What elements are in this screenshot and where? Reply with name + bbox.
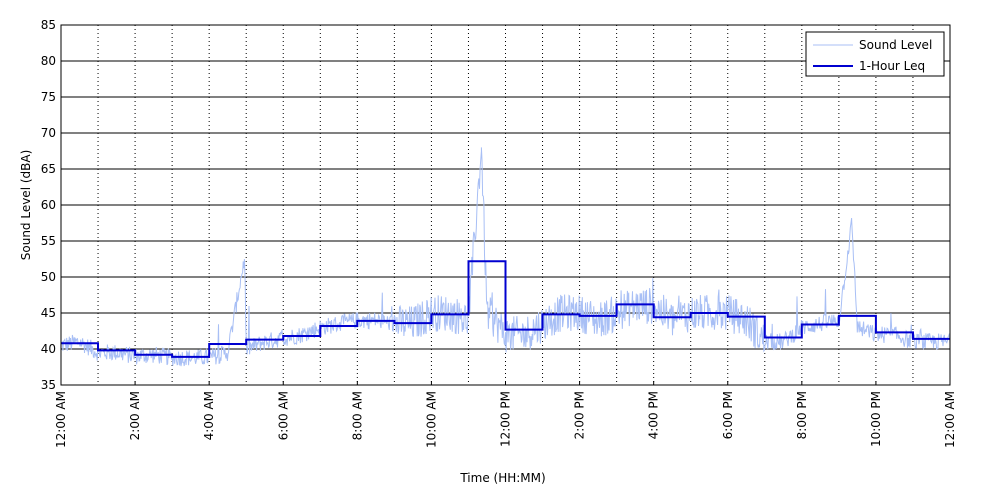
legend-label-sound-level: Sound Level [859,38,932,52]
x-tick-label: 2:00 AM [128,391,142,440]
y-tick-label: 70 [41,126,56,140]
y-tick-label: 75 [41,90,56,104]
x-tick-label: 12:00 AM [54,391,68,448]
series-group [60,147,951,367]
y-tick-label: 65 [41,162,56,176]
x-tick-label: 4:00 AM [202,391,216,440]
x-tick-label: 10:00 AM [424,391,438,448]
grid [61,25,950,385]
x-tick-label: 10:00 PM [869,391,883,447]
legend-label-leq: 1-Hour Leq [859,59,925,73]
y-tick-label: 40 [41,342,56,356]
legend: Sound Level 1-Hour Leq [805,31,945,77]
x-tick-label: 6:00 PM [721,391,735,439]
x-tick-label: 8:00 AM [350,391,364,440]
x-tick-label: 6:00 AM [276,391,290,440]
y-axis-label: Sound Level (dBA) [19,150,33,261]
y-tick-label: 55 [41,234,56,248]
plot-border [60,24,951,386]
x-tick-label: 12:00 AM [943,391,957,448]
x-tick-label: 8:00 PM [795,391,809,439]
y-tick-label: 80 [41,54,56,68]
y-axis-ticks: 35 40 45 50 55 60 65 70 75 80 85 [41,18,65,392]
y-tick-label: 35 [41,378,56,392]
x-tick-label: 12:00 PM [499,391,513,447]
x-axis-ticks: 12:00 AM 2:00 AM 4:00 AM 6:00 AM 8:00 AM 10:0… [54,381,957,448]
y-tick-label: 50 [41,270,56,284]
series-leq-line [61,260,950,358]
x-tick-label: 2:00 PM [573,391,587,439]
y-tick-label: 60 [41,198,56,212]
x-axis-label: Time (HH:MM) [459,471,545,485]
y-tick-label: 45 [41,306,56,320]
legend-box [805,31,945,77]
x-tick-label: 4:00 PM [647,391,661,439]
y-tick-label: 85 [41,18,56,32]
